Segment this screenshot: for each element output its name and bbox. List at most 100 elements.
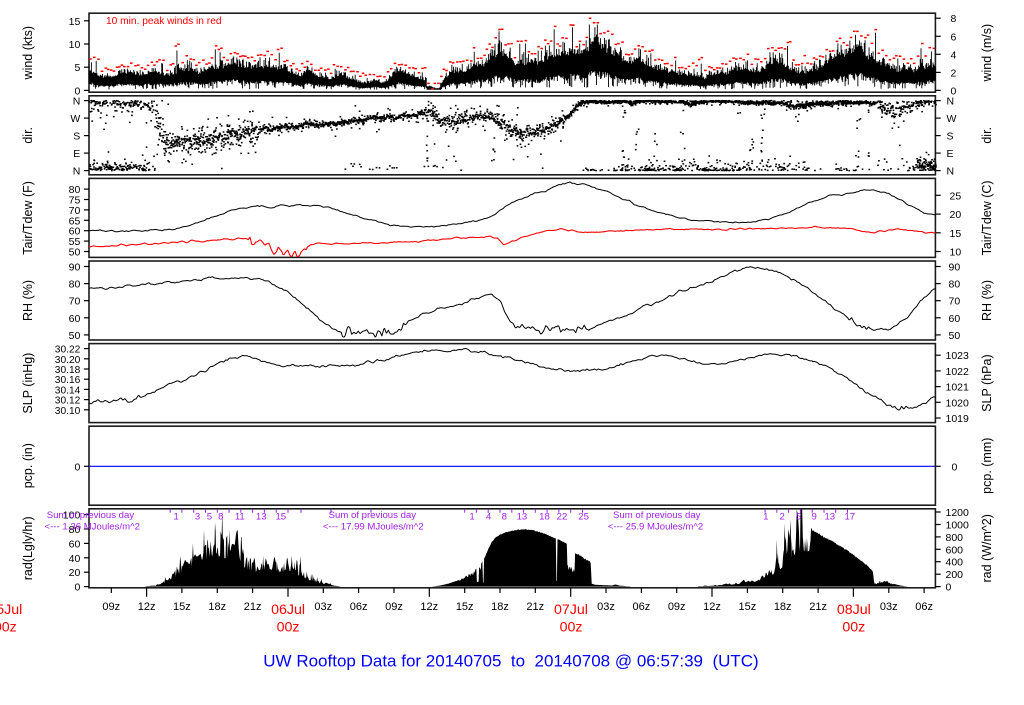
svg-text:21z: 21z [809,601,827,613]
svg-text:RH (%): RH (%) [21,280,35,321]
svg-text:30.16: 30.16 [55,375,81,386]
svg-text:65: 65 [69,215,81,227]
svg-text:<--- 25.9 MJoules/m^2: <--- 25.9 MJoules/m^2 [608,522,703,533]
svg-text:00z: 00z [842,620,865,636]
svg-text:3: 3 [195,512,200,523]
svg-text:rad(Lgly/hr): rad(Lgly/hr) [21,516,35,580]
svg-text:0: 0 [74,582,80,594]
svg-text:12z: 12z [420,601,438,613]
svg-text:60: 60 [69,226,81,238]
svg-text:600: 600 [946,544,964,556]
svg-text:08Jul: 08Jul [837,602,871,618]
svg-text:S: S [947,131,954,143]
svg-text:18z: 18z [208,601,226,613]
svg-text:15z: 15z [456,601,474,613]
svg-text:15: 15 [275,512,286,523]
svg-text:80: 80 [69,524,81,536]
svg-text:2: 2 [951,67,957,79]
svg-text:00z: 00z [277,620,300,636]
svg-text:Tair/Tdew (C): Tair/Tdew (C) [980,180,994,255]
svg-text:1019: 1019 [946,413,970,425]
svg-text:1020: 1020 [946,397,970,409]
svg-text:N: N [947,166,955,178]
svg-text:5: 5 [207,512,212,523]
svg-text:0: 0 [952,461,958,473]
svg-text:13: 13 [256,512,267,523]
svg-text:0: 0 [74,85,80,97]
svg-text:03z: 03z [880,601,898,613]
svg-text:Sum of previous day: Sum of previous day [613,510,701,521]
svg-text:00z: 00z [560,620,583,636]
svg-text:30.18: 30.18 [55,365,81,376]
svg-text:UW Rooftop Data for 20140705: UW Rooftop Data for 20140705 to 20140708… [263,652,758,671]
svg-text:N: N [947,96,955,108]
svg-text:W: W [70,113,80,125]
svg-text:70: 70 [949,296,961,308]
svg-text:03z: 03z [597,601,615,613]
svg-text:4: 4 [951,49,957,61]
svg-text:18z: 18z [774,601,792,613]
svg-text:E: E [73,148,80,160]
svg-text:1022: 1022 [946,366,970,378]
svg-text:11: 11 [235,512,245,523]
svg-text:07Jul: 07Jul [554,602,588,618]
svg-text:21z: 21z [526,601,544,613]
svg-text:30.14: 30.14 [55,385,81,396]
svg-text:70: 70 [69,205,81,217]
svg-text:25: 25 [950,190,962,202]
svg-text:70: 70 [69,296,81,308]
svg-text:20: 20 [950,209,962,221]
svg-text:22: 22 [557,512,568,523]
svg-text:N: N [73,96,81,108]
svg-text:dir.: dir. [980,127,994,144]
svg-text:wind (kts): wind (kts) [21,26,35,80]
svg-text:N: N [73,166,81,178]
svg-text:15z: 15z [739,601,757,613]
svg-text:50: 50 [69,330,81,342]
svg-text:1: 1 [763,512,768,523]
svg-text:RH (%): RH (%) [980,280,994,321]
svg-text:60: 60 [69,538,81,550]
svg-text:0: 0 [946,582,952,594]
svg-text:25: 25 [578,512,589,523]
svg-text:400: 400 [946,557,964,569]
svg-text:30.10: 30.10 [55,406,81,417]
svg-text:17: 17 [844,512,855,523]
svg-text:9: 9 [812,512,817,523]
svg-text:0: 0 [951,85,957,97]
svg-text:Tair/Tdew (F): Tair/Tdew (F) [21,181,35,255]
svg-text:55: 55 [69,236,81,248]
svg-text:09z: 09z [102,601,120,613]
svg-text:90: 90 [69,262,81,274]
svg-text:W: W [947,113,957,125]
svg-text:800: 800 [946,532,964,544]
svg-text:<--- 1.36 MJoules/m^2: <--- 1.36 MJoules/m^2 [45,522,140,533]
svg-text:6: 6 [951,31,957,43]
svg-text:<--- 17.99 MJoules/m^2: <--- 17.99 MJoules/m^2 [323,522,424,533]
svg-text:75: 75 [69,195,81,207]
svg-text:50: 50 [949,330,961,342]
svg-text:13: 13 [824,512,835,523]
svg-text:15: 15 [69,16,81,28]
svg-text:Sum of previous day: Sum of previous day [47,510,135,521]
svg-text:60: 60 [949,313,961,325]
svg-text:09z: 09z [668,601,686,613]
svg-text:15: 15 [950,228,962,240]
svg-text:1: 1 [469,512,474,523]
svg-text:SLP (hPa): SLP (hPa) [980,354,994,411]
svg-text:80: 80 [949,279,961,291]
svg-text:E: E [947,148,954,160]
svg-text:50: 50 [69,247,81,259]
svg-text:80: 80 [69,279,81,291]
svg-text:4: 4 [486,512,492,523]
svg-text:13: 13 [517,512,528,523]
svg-text:60: 60 [69,313,81,325]
svg-text:18z: 18z [491,601,509,613]
svg-text:1200: 1200 [946,507,970,519]
svg-text:09z: 09z [385,601,403,613]
svg-text:S: S [73,131,80,143]
svg-text:1: 1 [174,512,179,523]
svg-text:12z: 12z [138,601,156,613]
svg-text:5: 5 [796,512,801,523]
svg-text:pcp. (in): pcp. (in) [21,443,35,488]
